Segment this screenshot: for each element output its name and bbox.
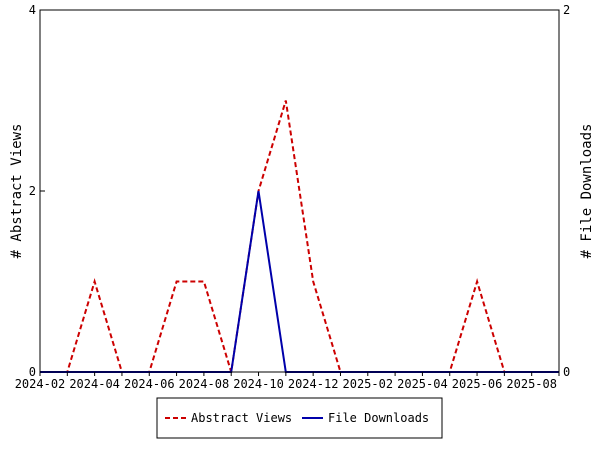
x-tick-label: 2024-08 — [179, 377, 230, 391]
legend: Abstract Views File Downloads — [156, 397, 443, 439]
x-tick-label: 2024-06 — [124, 377, 175, 391]
y-tick-label-right: 2 — [563, 3, 570, 17]
axes: 2024-02 2024-04 2024-06 2024-08 2024-10 2024-… — [15, 3, 571, 391]
x-tick-label: 2024-02 — [15, 377, 66, 391]
y-axis-label-left: # Abstract Views — [9, 124, 25, 259]
y-tick-label-left: 0 — [29, 365, 36, 379]
x-tick-label: 2024-10 — [233, 377, 284, 391]
x-tick-label: 2025-08 — [506, 377, 557, 391]
legend-box — [156, 397, 443, 439]
x-tick-label: 2025-02 — [343, 377, 394, 391]
y-tick-label-left: 4 — [29, 3, 36, 17]
x-tick-label: 2024-12 — [288, 377, 339, 391]
x-tick-label: 2024-04 — [69, 377, 120, 391]
legend-entry-label: Abstract Views — [191, 411, 292, 425]
y-tick-label-left: 2 — [29, 184, 36, 198]
y-tick-label-right: 0 — [563, 365, 570, 379]
legend-entry-label: File Downloads — [328, 411, 429, 425]
y-axis-label-right: # File Downloads — [579, 124, 595, 259]
x-tick-label: 2025-04 — [397, 377, 448, 391]
x-tick-label: 2025-06 — [452, 377, 503, 391]
